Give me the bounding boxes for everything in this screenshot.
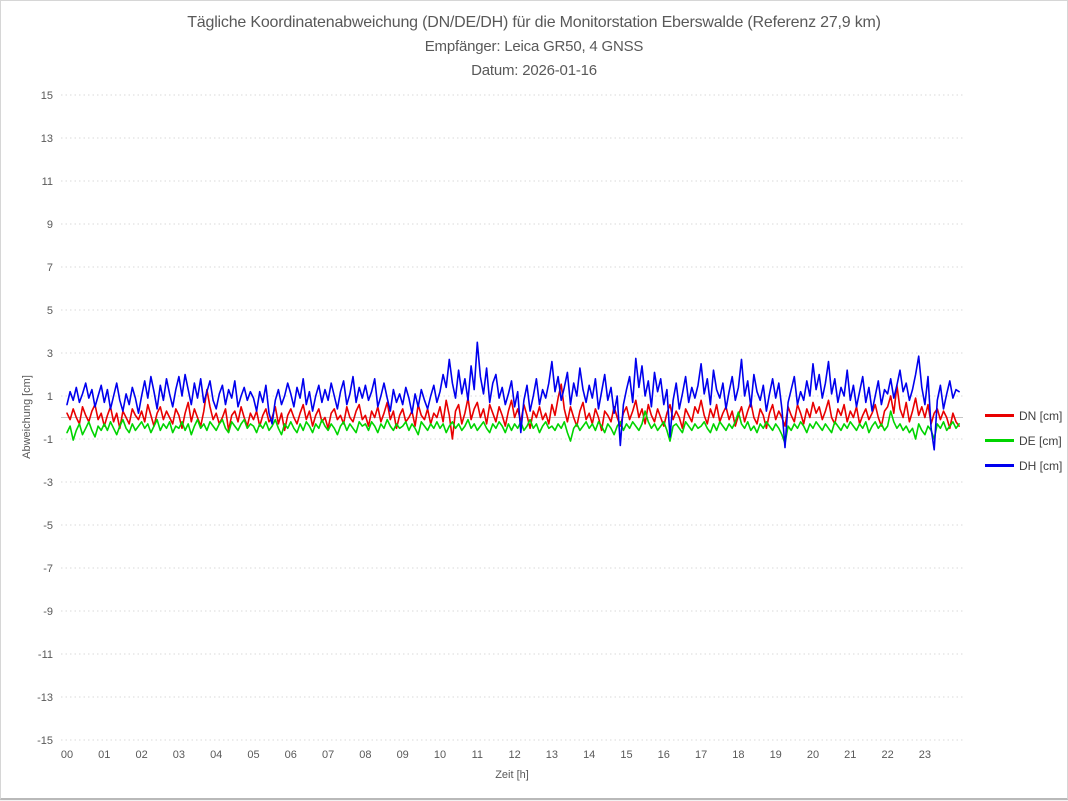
- x-tick-label: 06: [285, 749, 297, 761]
- x-tick-label: 15: [620, 749, 632, 761]
- y-tick-label: -3: [43, 477, 53, 489]
- y-tick-label: 3: [47, 348, 53, 360]
- legend-swatch-dh: [985, 464, 1014, 467]
- y-tick-label: 15: [41, 90, 53, 102]
- x-tick-label: 07: [322, 749, 334, 761]
- legend-label-dh: DH [cm]: [1019, 458, 1063, 473]
- x-tick-label: 09: [397, 749, 409, 761]
- x-tick-label: 18: [732, 749, 744, 761]
- x-tick-label: 13: [546, 749, 558, 761]
- y-tick-label: -1: [43, 434, 53, 446]
- legend: DN [cm] DE [cm] DH [cm]: [985, 403, 1062, 478]
- y-axis-title: Abweichung [cm]: [21, 375, 33, 459]
- series-line-de: [66, 410, 960, 445]
- y-tick-label: 5: [47, 305, 53, 317]
- chart-subtitle-receiver: Empfänger: Leica GR50, 4 GNSS: [424, 38, 644, 55]
- legend-label-dn: DN [cm]: [1019, 408, 1063, 423]
- chart-subtitle-date: Datum: 2026-01-16: [471, 62, 597, 79]
- gridlines-group: [61, 94, 963, 741]
- x-tick-label: 12: [508, 749, 520, 761]
- legend-item-dh: DH [cm]: [985, 453, 1062, 478]
- x-tick-label: 14: [583, 749, 595, 761]
- x-tick-label: 16: [658, 749, 670, 761]
- y-tick-label: 11: [42, 176, 53, 188]
- x-tick-label: 01: [98, 749, 110, 761]
- x-tick-label: 10: [434, 749, 446, 761]
- series-group: [66, 341, 960, 451]
- x-tick-label: 04: [210, 749, 222, 761]
- x-tick-label: 05: [247, 749, 259, 761]
- x-tick-label: 23: [919, 749, 931, 761]
- chart-header: Tägliche Koordinatenabweichung (DN/DE/DH…: [1, 11, 1067, 83]
- y-tick-label: -11: [38, 649, 53, 661]
- y-tick-labels-group: 15 13 11 9 7 5 3 1 -1 -3 -5 -7 -9 -11 -13 -15: [37, 90, 53, 747]
- legend-item-dn: DN [cm]: [985, 403, 1062, 428]
- x-tick-label: 20: [807, 749, 819, 761]
- legend-swatch-de: [985, 439, 1014, 442]
- y-tick-label: 13: [41, 133, 53, 145]
- series-line-dh: [66, 341, 960, 451]
- legend-item-de: DE [cm]: [985, 428, 1062, 453]
- x-tick-label: 11: [472, 749, 483, 761]
- y-tick-label: 9: [47, 219, 53, 231]
- y-tick-label: -9: [43, 606, 53, 618]
- y-tick-label: 7: [47, 262, 53, 274]
- legend-label-de: DE [cm]: [1019, 433, 1062, 448]
- legend-swatch-dn: [985, 414, 1014, 417]
- x-tick-label: 08: [359, 749, 371, 761]
- y-tick-label: -15: [37, 735, 53, 747]
- x-tick-labels-group: 00 01 02 03 04 05 06 07 08 09 10 11 12 13 14 15 16 17 18 19…: [61, 749, 931, 761]
- series-line-dn: [66, 383, 960, 440]
- x-axis-title: Zeit [h]: [495, 769, 529, 781]
- x-tick-label: 17: [695, 749, 707, 761]
- page-title: Tägliche Koordinatenabweichung (DN/DE/DH…: [187, 14, 881, 31]
- y-tick-label: -13: [37, 692, 53, 704]
- y-tick-label: -5: [43, 520, 53, 532]
- x-tick-label: 21: [844, 749, 856, 761]
- x-tick-label: 02: [135, 749, 147, 761]
- y-tick-label: 1: [47, 391, 53, 403]
- x-tick-label: 03: [173, 749, 185, 761]
- x-tick-label: 19: [770, 749, 782, 761]
- x-tick-label: 00: [61, 749, 73, 761]
- y-tick-label: -7: [43, 563, 53, 575]
- x-tick-label: 22: [881, 749, 893, 761]
